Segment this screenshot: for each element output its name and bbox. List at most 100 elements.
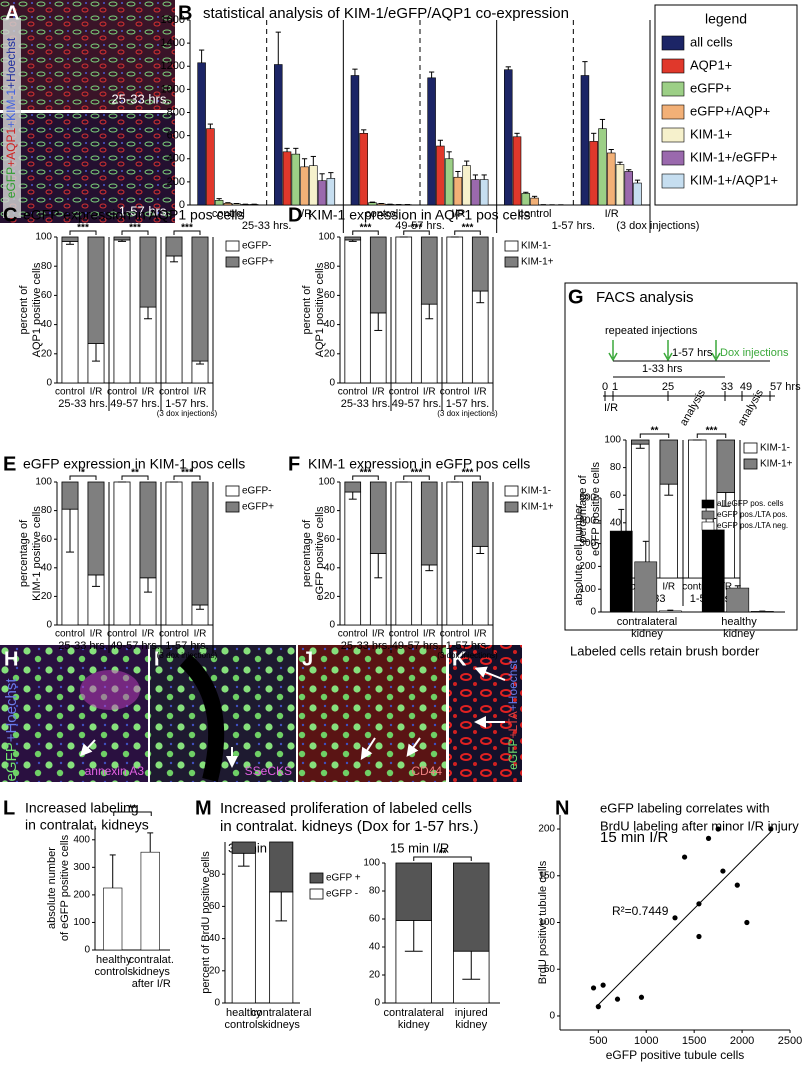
group-label: 25-33 hrs.: [341, 398, 391, 410]
bar: [633, 182, 642, 206]
y-tick-label: 60: [610, 490, 622, 501]
bar-segment: [87, 236, 105, 344]
group-label: 25-33 hrs.: [242, 220, 292, 232]
bar-segment: [191, 236, 209, 362]
group-label: 49-57 hrs.: [392, 640, 442, 652]
bar: [471, 179, 480, 206]
x-tick-label: I/R: [298, 208, 312, 220]
point: [744, 919, 750, 926]
y-tick-label: 60: [209, 901, 221, 912]
bar-segment: [659, 483, 678, 579]
significance-bracket: [454, 230, 481, 235]
y-axis-label: percentage of: [18, 519, 30, 587]
panel-letter: E: [3, 453, 16, 475]
bar: [453, 176, 463, 206]
bar: [615, 164, 625, 206]
x-tick-label: control: [212, 208, 245, 220]
panel-letter: L: [3, 797, 15, 819]
micrograph-texture: [298, 645, 446, 782]
y-tick-label: 1400: [161, 37, 185, 49]
y-tick-label: 400: [167, 153, 185, 165]
legend-swatch: [701, 510, 715, 520]
x-tick-label: kidney: [631, 628, 663, 640]
significance-bracket: [639, 433, 670, 438]
stain-part: eGFP: [4, 167, 18, 198]
significance-label: **: [129, 804, 137, 815]
bar: [530, 197, 539, 206]
stain-part: +Hoechst: [4, 37, 18, 89]
timeline-tick-label: 0: [602, 381, 608, 393]
x-tick-label: kidney: [455, 1019, 487, 1031]
significance-label: ***: [360, 223, 372, 234]
chart-title: Labeled cells retain brush border: [570, 643, 760, 658]
y-tick-label: 80: [41, 261, 53, 272]
x-tick-label: I/R: [423, 387, 436, 398]
significance-label: ***: [462, 468, 474, 479]
y-axis-label: percent of BrdU positive cells: [200, 851, 212, 994]
timeline-tick-label: 1: [612, 381, 618, 393]
y-tick-label: 20: [41, 348, 53, 359]
legend-label: eGFP -: [326, 889, 358, 900]
group-label: 49-57 hrs.: [110, 640, 160, 652]
legend-label: eGFP+/AQP+: [690, 103, 770, 118]
image-label: 1-57 hrs.: [119, 203, 170, 218]
chart-title: Increased labeling: [25, 800, 139, 816]
x-tick-label: I/R: [90, 629, 103, 640]
legend-label: all cells: [690, 34, 733, 49]
y-tick-label: 40: [324, 562, 336, 573]
chart-title: eGFP expression in KIM-1 pos cells: [23, 456, 245, 472]
legend-label: eGFP +: [326, 873, 361, 884]
timeline-tick-label: 33: [721, 381, 733, 393]
legend-swatch: [309, 888, 324, 900]
x-tick-label: I/R: [194, 387, 207, 398]
x-tick-label: control: [107, 629, 137, 640]
bar: [624, 171, 633, 206]
analysis-label: analysis: [678, 387, 709, 428]
significance-bracket: [454, 475, 481, 480]
legend-swatch: [743, 442, 758, 454]
stain-label: eGFP+Hoechst: [3, 678, 20, 782]
bar: [609, 530, 633, 613]
timeline-label: repeated injections: [605, 325, 698, 337]
stain-label: eGFP+LTA+Hoechst: [506, 660, 520, 770]
group-label: 25-33 hrs.: [58, 398, 108, 410]
significance-bracket: [403, 230, 430, 235]
x-tick-label: control: [338, 387, 368, 398]
legend-swatch: [225, 256, 240, 268]
legend-swatch: [504, 256, 519, 268]
y-tick-label: 60: [324, 534, 336, 545]
group-label: 25-33 hrs.: [58, 640, 108, 652]
y-tick-label: 200: [167, 176, 185, 188]
y-tick-label: 400: [73, 834, 90, 845]
x-tick-label: I/R: [90, 387, 103, 398]
y-axis-label: of eGFP positive cells: [59, 834, 71, 941]
marker-label: annexin A3: [85, 764, 145, 778]
stain-label: eGFP+AQP1+KIM-1+Hoechst: [4, 37, 18, 198]
bar: [598, 128, 607, 206]
y-tick-label: 0: [329, 378, 335, 389]
analysis-label: analysis: [736, 387, 767, 428]
significance-label: ***: [181, 223, 193, 234]
chart-title: in contralat. kidneys: [25, 817, 149, 833]
significance-bracket: [113, 811, 152, 816]
group-note: (3 dox injections): [157, 651, 218, 660]
x-tick-label: controls: [94, 966, 133, 978]
y-axis-label: eGFP positive cells: [590, 462, 602, 556]
x-tick-label: control: [440, 629, 470, 640]
bar-segment: [139, 481, 157, 579]
significance-label: **: [651, 426, 659, 437]
group-label: 1-57 hrs.: [165, 640, 208, 652]
group-label: 49-57 hrs.: [395, 220, 445, 232]
bar-segment: [716, 439, 735, 493]
bar-segment: [113, 236, 131, 241]
significance-label: *: [81, 468, 85, 479]
legend-swatch: [661, 127, 685, 143]
y-tick-label: 40: [324, 319, 336, 330]
x-tick-label: healthy: [721, 616, 757, 628]
y-tick-label: 100: [35, 477, 52, 488]
group-note: (3 dox injections): [437, 409, 498, 418]
x-tick-label: I/R: [451, 208, 465, 220]
bar: [504, 69, 513, 206]
bar-segment: [61, 481, 79, 510]
